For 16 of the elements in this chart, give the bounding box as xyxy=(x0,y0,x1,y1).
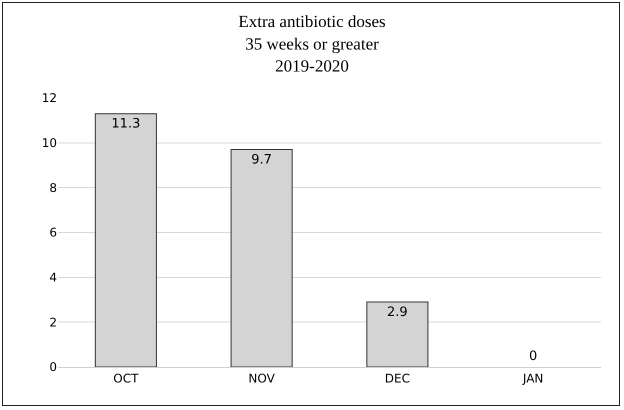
data-label: 9.7 xyxy=(251,152,272,168)
x-tick-label: JAN xyxy=(522,371,544,386)
y-tick-label: 2 xyxy=(49,315,57,330)
y-tick-label: 8 xyxy=(49,180,57,195)
data-label: 11.3 xyxy=(111,116,140,132)
y-tick-label: 0 xyxy=(49,360,57,374)
y-tick-label: 12 xyxy=(42,91,57,106)
data-label: 2.9 xyxy=(387,304,408,320)
x-tick-label: NOV xyxy=(248,371,276,386)
x-tick-label: OCT xyxy=(113,371,140,386)
x-tick-label: DEC xyxy=(384,371,410,386)
y-tick-label: 10 xyxy=(42,136,57,150)
y-tick-label: 6 xyxy=(49,226,57,240)
chart-title: Extra antibiotic doses 35 weeks or greater 2019-2020 xyxy=(238,12,386,76)
data-label: 0 xyxy=(528,349,538,364)
y-tick-label: 4 xyxy=(49,270,57,285)
